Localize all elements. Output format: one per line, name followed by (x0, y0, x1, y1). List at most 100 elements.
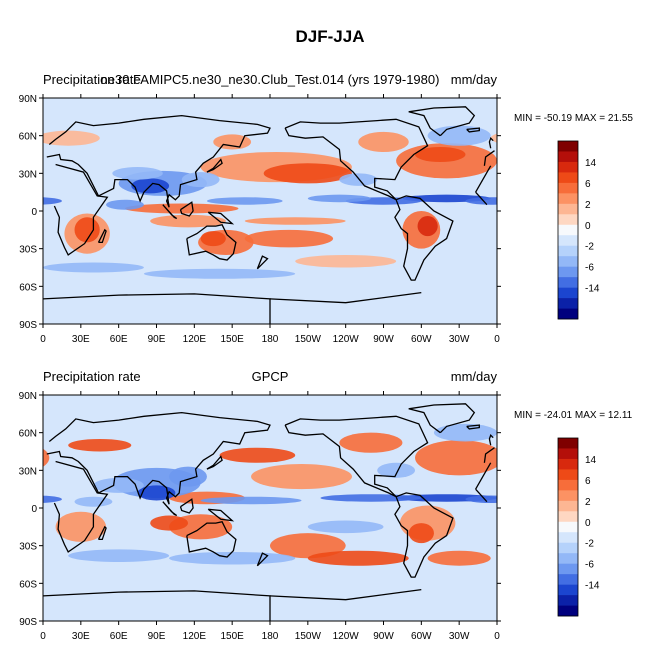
precip-anomaly-cell (579, 203, 661, 213)
precip-anomaly-cell (43, 262, 144, 273)
precip-anomaly-cell (0, 195, 37, 203)
colorbar-swatch (558, 448, 578, 460)
colorbar-label: 0 (585, 518, 591, 529)
x-tick-label: 30E (72, 631, 90, 642)
coastline (475, 488, 488, 503)
precip-anomaly-cell (320, 494, 422, 502)
x-tick-label: 60E (110, 334, 128, 345)
precip-anomaly-cell (137, 485, 176, 501)
precip-anomaly-cell (219, 447, 296, 463)
x-tick-label: 0 (40, 631, 46, 642)
coastline (269, 291, 422, 304)
x-tick-label: 30E (72, 334, 90, 345)
precip-anomaly-cell (0, 494, 43, 502)
colorbar-label: 6 (585, 476, 591, 487)
panel-units: mm/day (451, 369, 498, 384)
x-tick-label: 120W (333, 631, 360, 642)
colorbar-swatch (558, 605, 578, 617)
precip-anomaly-cell (0, 505, 1, 540)
min-max-label: MIN = -50.19 MAX = 21.55 (514, 113, 633, 124)
precip-anomaly-cell (339, 432, 403, 453)
precip-anomaly-cell (74, 496, 113, 507)
x-tick-label: 60W (411, 334, 432, 345)
colorbar-swatch (558, 193, 578, 205)
y-tick-label: 60N (19, 429, 37, 440)
colorbar-swatch (558, 203, 578, 215)
coastline (179, 498, 194, 514)
precip-anomaly-cell (497, 262, 598, 272)
colorbar-label: 14 (585, 455, 597, 466)
precip-anomaly-cell (200, 496, 302, 505)
coastline (46, 114, 271, 208)
coastline (207, 211, 235, 225)
colorbar-swatch (558, 574, 578, 585)
precip-anomaly-cell (43, 178, 88, 194)
precip-anomaly-cell (518, 214, 563, 254)
colorbar-swatch (558, 479, 578, 491)
colorbar-swatch (558, 458, 578, 470)
colorbar-frame (557, 437, 579, 617)
precip-anomaly-cell (604, 215, 661, 228)
precip-anomaly-cell (43, 130, 100, 146)
panel-units: mm/day (451, 72, 498, 87)
colorbar-swatch (558, 563, 578, 575)
map-background (43, 98, 497, 324)
x-tick-label: 0 (494, 334, 500, 345)
precip-anomaly-cell (93, 477, 144, 493)
precip-anomaly-cell (427, 125, 491, 146)
coastline (43, 293, 271, 324)
precip-anomaly-cell (43, 495, 62, 503)
precip-anomaly-cell (0, 147, 11, 162)
x-tick-label: 0 (494, 631, 500, 642)
coastline (53, 163, 109, 256)
colorbar-label: -2 (585, 242, 594, 253)
colorbar-label: -14 (585, 284, 600, 295)
precip-anomaly-cell (169, 551, 296, 565)
precip-anomaly-cell (465, 197, 497, 205)
colorbar-swatch (558, 298, 578, 309)
precip-anomaly-cell (510, 512, 560, 542)
colorbar-swatch (558, 532, 578, 544)
coastline (284, 118, 429, 201)
precip-anomaly-cell (652, 230, 661, 255)
precip-anomaly-cell (415, 146, 466, 163)
colorbar-swatch (558, 182, 578, 194)
x-tick-label: 60E (110, 631, 128, 642)
colorbar-swatch (558, 595, 578, 606)
precip-anomaly-cell (655, 152, 661, 182)
panel-center-title: ne30 FAMIPC5.ne30_ne30.Club_Test.014 (yr… (101, 72, 440, 87)
colorbar-swatch (558, 521, 578, 533)
colorbar-swatch (558, 224, 578, 236)
precip-anomaly-cell (112, 167, 163, 180)
map-axes: 0 30E 60E 90E 120E 150E 180 150W 120W 90W 60W 30W 09… (19, 391, 501, 642)
coastline (97, 525, 107, 541)
colorbar-swatch (558, 245, 578, 257)
precip-anomaly-cell (307, 520, 384, 534)
colorbar-swatch (558, 287, 578, 299)
y-tick-label: 30S (19, 542, 37, 553)
colorbar-swatch (558, 172, 578, 184)
coastline (53, 460, 109, 553)
coastline (97, 228, 107, 244)
precip-anomaly-cell (213, 134, 252, 150)
colorbar-swatch (558, 542, 578, 554)
precip-anomaly-cell (295, 254, 397, 268)
coastline (206, 158, 223, 173)
colorbar-swatch (558, 511, 578, 523)
figure-title: DJF-JJA (296, 27, 365, 46)
x-tick-label: 120E (183, 631, 207, 642)
coastline (483, 150, 495, 166)
coastline (394, 195, 454, 281)
colorbar-swatch (558, 214, 578, 226)
precip-anomaly-cell (623, 552, 661, 565)
x-tick-label: 150E (220, 334, 244, 345)
coastline (466, 424, 480, 430)
coastline (162, 501, 178, 517)
precip-anomaly-cell (206, 197, 283, 205)
x-tick-label: 120W (333, 334, 360, 345)
precip-anomaly-cell (181, 172, 220, 188)
panel-center-title: GPCP (252, 369, 289, 384)
precip-anomaly-cell (408, 523, 434, 544)
precip-anomaly-cell (490, 133, 497, 143)
